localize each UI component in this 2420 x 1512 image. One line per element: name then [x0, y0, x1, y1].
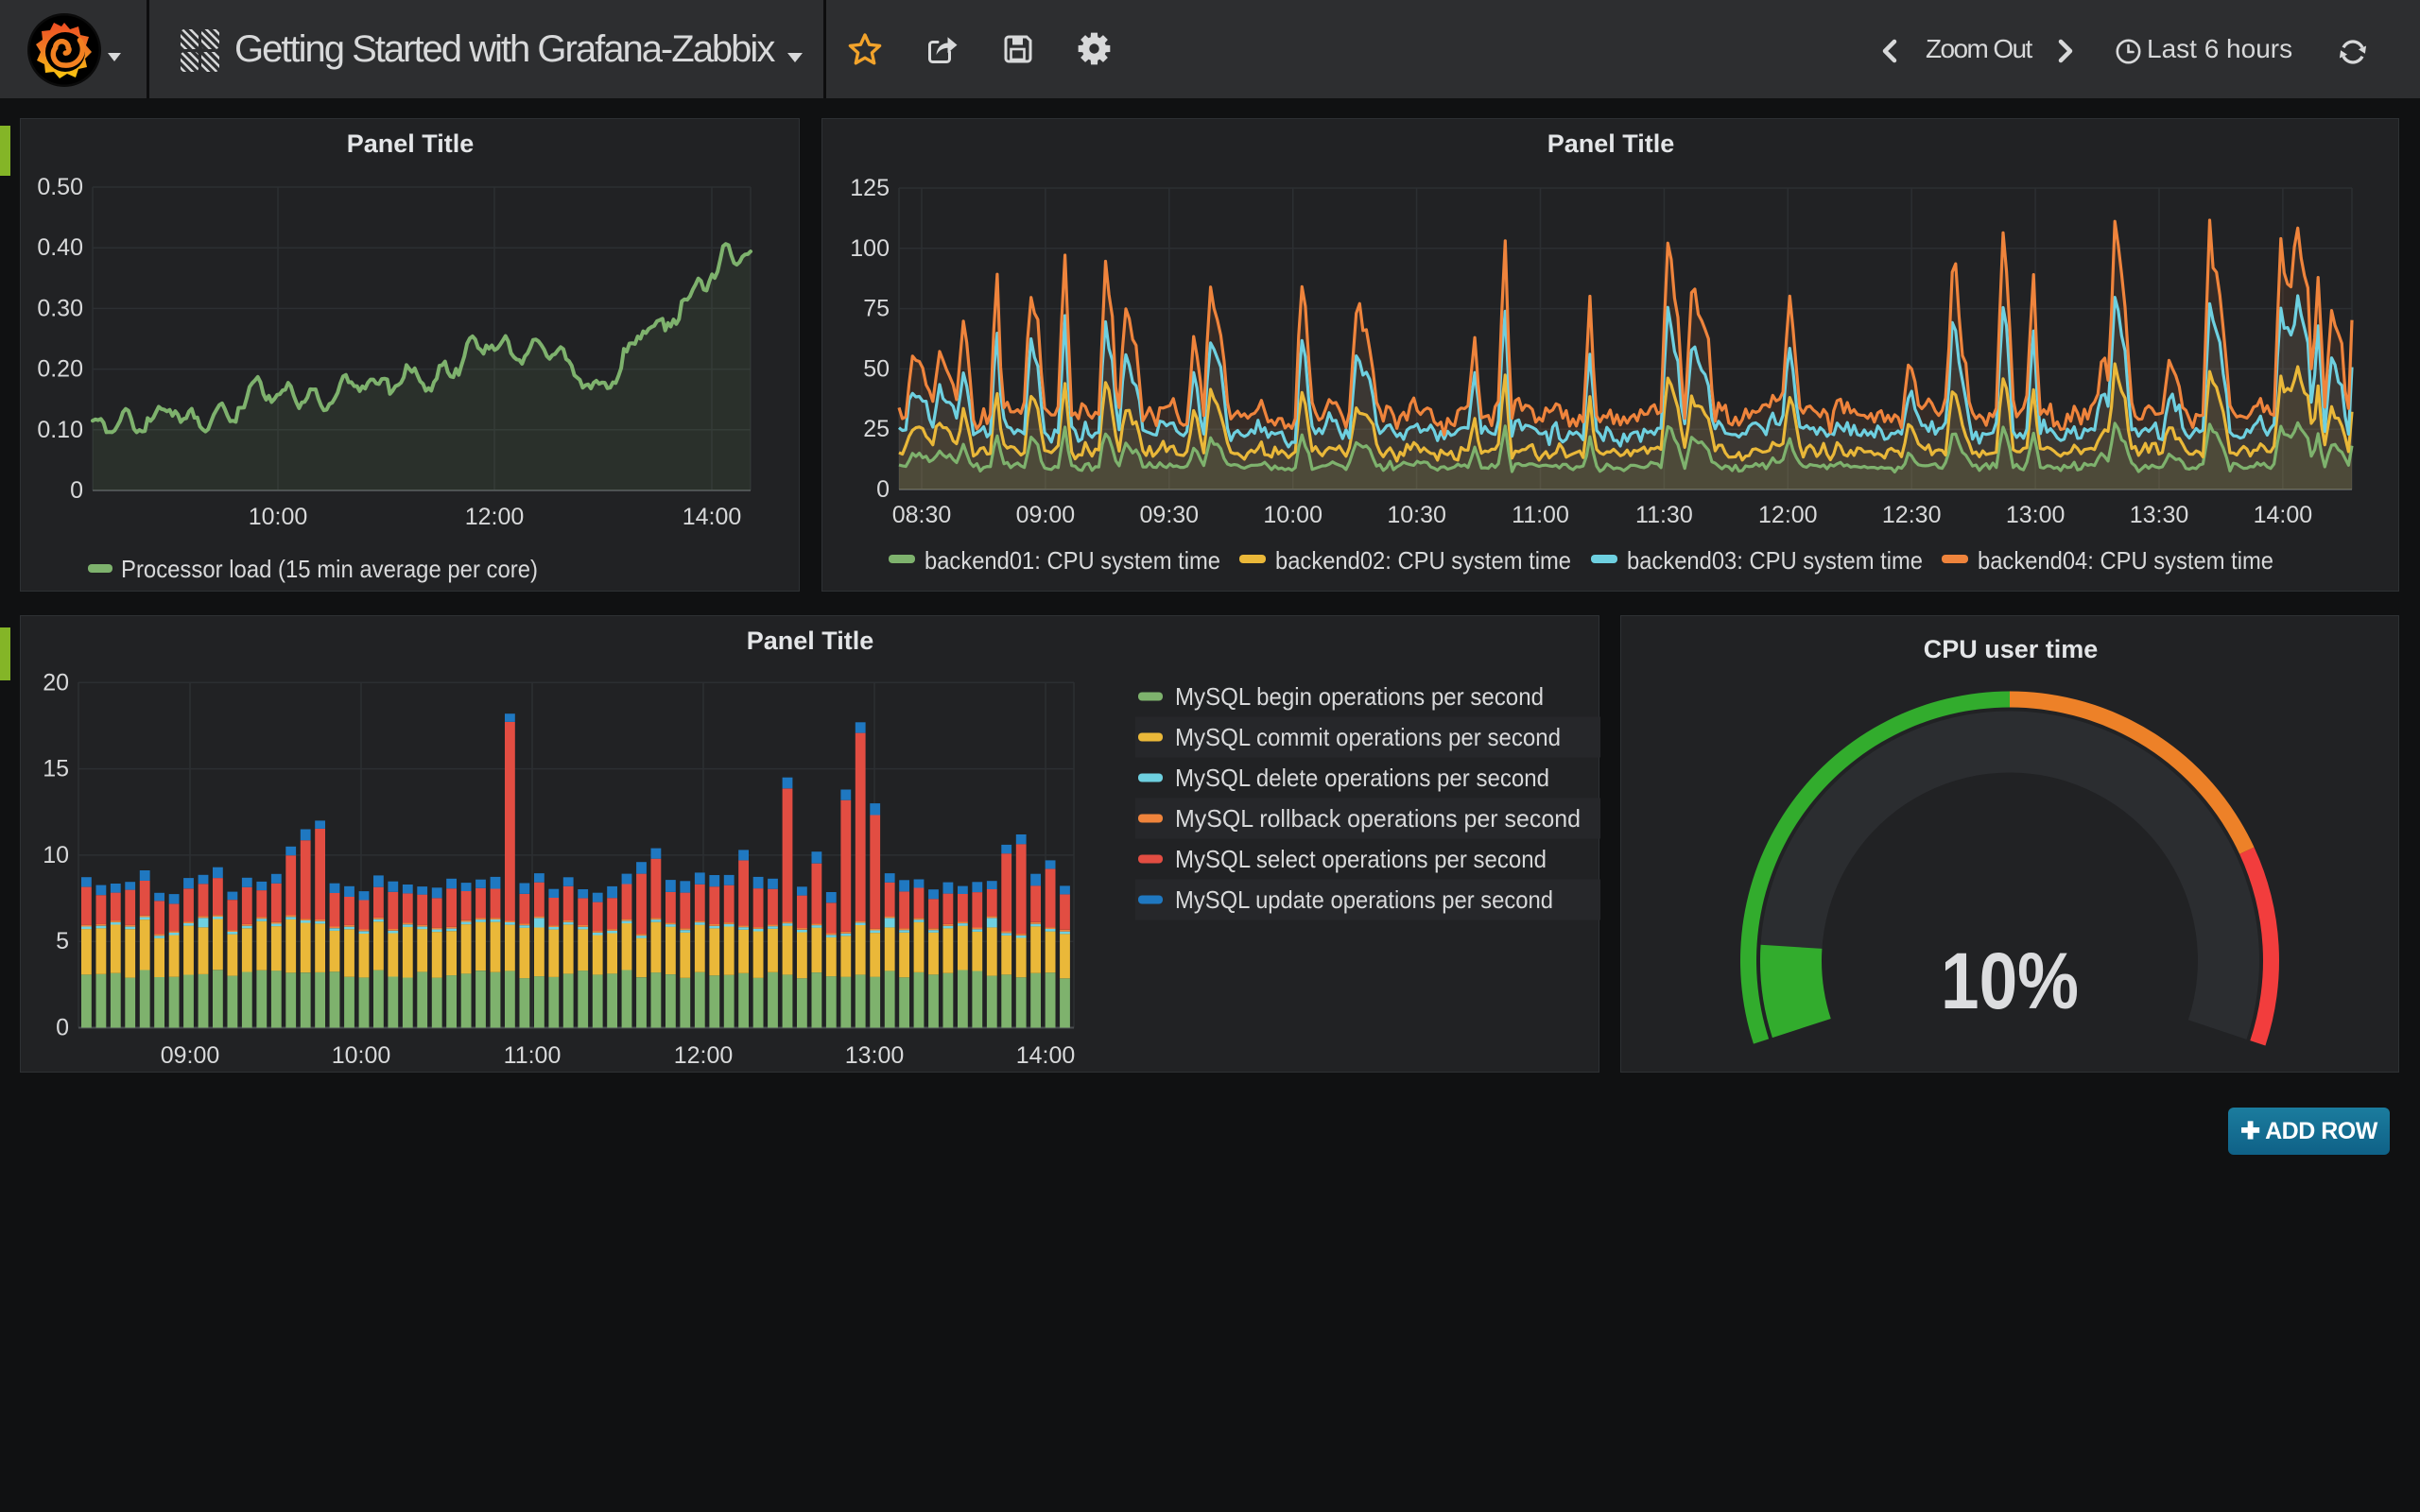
- svg-text:14:00: 14:00: [1016, 1042, 1076, 1069]
- svg-text:10: 10: [43, 842, 69, 868]
- svg-text:14:00: 14:00: [683, 504, 742, 530]
- svg-text:MySQL delete operations per se: MySQL delete operations per second: [1175, 764, 1549, 792]
- svg-text:Processor load (15 min average: Processor load (15 min average per core): [121, 555, 538, 583]
- svg-text:13:00: 13:00: [2006, 502, 2066, 528]
- svg-text:CPU user time: CPU user time: [1924, 635, 2099, 663]
- svg-text:08:30: 08:30: [892, 502, 952, 528]
- svg-text:10:00: 10:00: [249, 504, 308, 530]
- svg-text:0.40: 0.40: [37, 234, 83, 261]
- svg-text:12:00: 12:00: [674, 1042, 734, 1069]
- svg-text:10:30: 10:30: [1387, 502, 1446, 528]
- svg-text:11:00: 11:00: [1512, 502, 1569, 528]
- svg-text:backend02: CPU system time: backend02: CPU system time: [1275, 546, 1571, 575]
- svg-text:09:00: 09:00: [1016, 502, 1076, 528]
- svg-text:0: 0: [70, 477, 83, 504]
- svg-text:5: 5: [56, 928, 69, 954]
- svg-text:14:00: 14:00: [2254, 502, 2313, 528]
- svg-text:MySQL select operations per se: MySQL select operations per second: [1175, 845, 1547, 873]
- svg-text:50: 50: [863, 355, 890, 382]
- svg-text:12:30: 12:30: [1882, 502, 1942, 528]
- svg-text:20: 20: [43, 669, 69, 696]
- svg-text:12:00: 12:00: [465, 504, 525, 530]
- svg-text:75: 75: [863, 296, 890, 322]
- svg-text:15: 15: [43, 756, 69, 782]
- svg-text:MySQL update operations per se: MySQL update operations per second: [1175, 885, 1553, 914]
- svg-text:100: 100: [850, 235, 890, 262]
- svg-text:0: 0: [876, 476, 890, 503]
- svg-text:backend01: CPU system time: backend01: CPU system time: [925, 546, 1220, 575]
- svg-text:25: 25: [863, 416, 890, 442]
- svg-text:0.50: 0.50: [37, 174, 83, 200]
- svg-text:13:00: 13:00: [845, 1042, 905, 1069]
- svg-text:MySQL commit operations per se: MySQL commit operations per second: [1175, 723, 1561, 751]
- svg-text:10:00: 10:00: [1263, 502, 1322, 528]
- svg-text:Panel Title: Panel Title: [1547, 129, 1675, 158]
- svg-text:0.10: 0.10: [37, 417, 83, 443]
- svg-text:13:30: 13:30: [2130, 502, 2189, 528]
- svg-text:10%: 10%: [1941, 936, 2079, 1025]
- svg-text:backend03: CPU system time: backend03: CPU system time: [1627, 546, 1923, 575]
- svg-text:11:00: 11:00: [504, 1042, 562, 1069]
- svg-text:MySQL begin operations per sec: MySQL begin operations per second: [1175, 682, 1544, 711]
- svg-text:10:00: 10:00: [332, 1042, 391, 1069]
- svg-text:MySQL rollback operations per: MySQL rollback operations per second: [1175, 804, 1581, 833]
- svg-text:0.20: 0.20: [37, 356, 83, 383]
- svg-text:0: 0: [56, 1015, 69, 1041]
- svg-text:0.30: 0.30: [37, 295, 83, 321]
- svg-text:Panel Title: Panel Title: [347, 129, 475, 158]
- svg-text:12:00: 12:00: [1758, 502, 1818, 528]
- svg-text:11:30: 11:30: [1635, 502, 1693, 528]
- svg-text:09:00: 09:00: [161, 1042, 220, 1069]
- svg-text:125: 125: [850, 175, 890, 201]
- svg-text:Panel Title: Panel Title: [747, 627, 874, 655]
- svg-text:09:30: 09:30: [1140, 502, 1200, 528]
- svg-text:backend04: CPU system time: backend04: CPU system time: [1978, 546, 2273, 575]
